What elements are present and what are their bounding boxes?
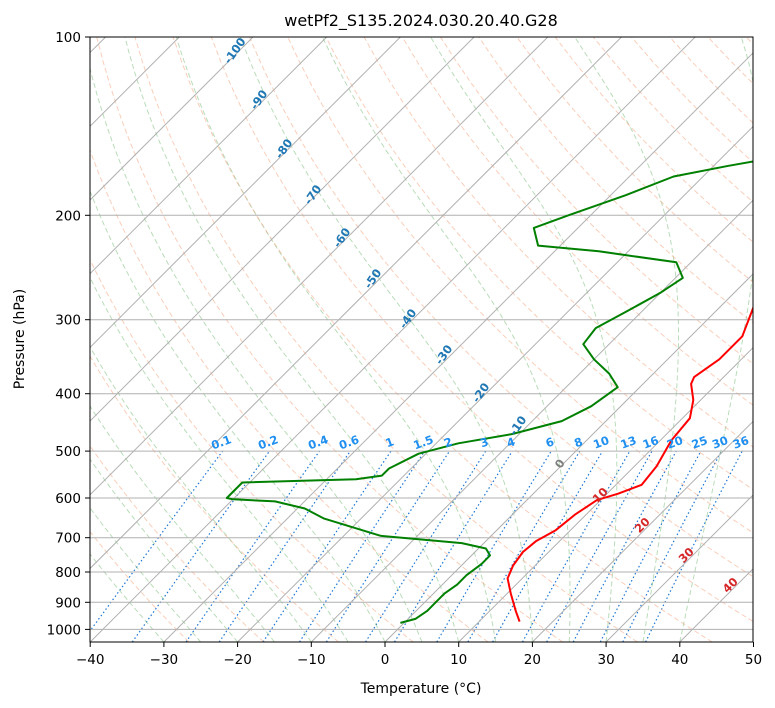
x-tick-label: 20 [524,652,541,668]
x-tick-label: −30 [150,652,179,668]
y-tick-label: 800 [55,565,81,581]
isotherm-line [754,24,775,642]
mixing-ratio-label: 30 [710,433,730,452]
x-tick-label: −20 [223,652,252,668]
mixing-ratio-label: 16 [641,433,661,452]
y-tick-label: 400 [55,387,81,403]
mixing-ratio-label: 25 [690,433,710,452]
moist-adiabat [90,276,349,642]
x-tick-label: −40 [76,652,105,668]
isotherm-line [90,37,696,642]
x-tick-label: 30 [598,652,615,668]
isotherm-line [90,37,254,201]
axes: −40 −30 −20 −10 0 10 20 30 40 50 100 200 300 400 500 60… [47,30,762,668]
isotherm-line [90,37,623,570]
x-tick-label: 0 [381,652,390,668]
y-axis-title: Pressure (hPa) [12,289,28,389]
mixing-ratio-line [218,450,351,642]
x-tick-label: 50 [745,652,762,668]
y-tick-label: 1000 [47,622,81,638]
dry-adiabat [90,445,265,642]
dry-adiabat [249,37,753,578]
x-axis-title: Temperature (°C) [360,681,482,697]
mixing-ratio-label: 0.1 [209,432,233,452]
mixing-ratio-label: 0.4 [306,432,330,452]
y-tick-label: 600 [55,491,81,507]
isotherm-line [384,273,753,642]
isotherm-line [532,420,753,642]
dry-adiabat [90,355,339,642]
mixing-ratio-line [131,450,270,642]
mixing-ratio-label: 20 [665,433,685,452]
dry-adiabat [516,37,753,283]
y-tick-label: 100 [55,30,81,46]
dry-adiabat [440,37,753,365]
isotherm-line [90,37,549,496]
moist-adiabat [430,37,618,642]
mixing-ratio-line [185,450,320,642]
dry-adiabat [96,37,563,642]
mixing-ratio-line [645,450,743,642]
mixing-ratio-line [521,450,631,642]
isotherm-line [163,52,753,642]
mixing-ratio-label: 0.2 [256,432,280,452]
isotherm-line [458,346,753,642]
dry-adiabat [90,148,489,642]
dry-adiabat [172,37,713,642]
y-tick-label: 700 [55,531,81,547]
pressure-grid [90,37,753,630]
moist-adiabat [124,37,460,642]
mixing-ratio-label: 0.6 [337,432,361,452]
moist-adiabat [90,458,238,642]
chart-title: wetPf2_S135.2024.030.20.40.G28 [284,11,558,31]
mixing-ratio-line [393,450,513,642]
dry-adiabat [401,37,753,406]
isotherm-line [90,37,402,349]
temperature-profile [506,305,753,622]
moist-adiabat [322,37,571,642]
moist-adiabat [90,405,275,642]
mixing-ratio-line [90,450,224,633]
mixing-ratio-label: 36 [731,433,751,452]
mixing-ratio-line [298,450,426,642]
plot-area [90,37,753,642]
mixing-ratio-line [262,450,392,642]
dry-adiabat [90,530,190,642]
x-tick-label: 10 [450,652,467,668]
y-tick-label: 500 [55,444,81,460]
mixing-ratio-line [572,450,677,642]
isotherm-grid [90,24,775,642]
dry-adiabat [325,37,753,491]
isotherm-line [90,37,475,422]
y-tick-label: 300 [55,313,81,329]
plot-frame [89,36,754,643]
x-tick-label: −10 [297,652,326,668]
y-tick-label: 900 [55,595,81,611]
mixing-ratio-label: 13 [619,433,639,452]
x-tick-label: 40 [671,652,688,668]
moist-adiabat [90,66,423,642]
moist-adiabat [90,189,386,642]
dewpoint-profile [225,160,753,624]
isotherm-line [90,37,328,275]
mixing-ratio-lines [90,450,743,642]
plot-background [90,37,753,642]
dry-adiabat [134,37,638,642]
moist-adiabat [239,37,533,642]
moist-adiabat [175,37,497,642]
y-tick-label: 200 [55,208,81,224]
mixing-ratio-line [325,450,451,642]
isotherm-line [605,494,753,642]
mixing-ratio-line [546,450,653,642]
profile-series [225,160,753,624]
dry-adiabats [90,37,753,642]
mixing-ratio-label: 1.5 [411,432,435,452]
dry-adiabat [210,37,753,623]
mixing-ratio-label: 10 [591,433,611,452]
